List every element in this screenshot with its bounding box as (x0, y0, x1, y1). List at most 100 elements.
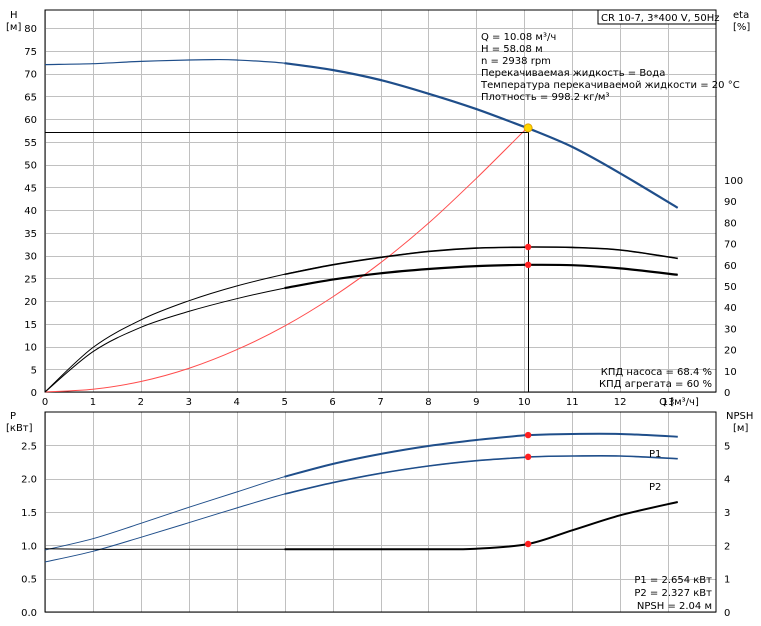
npsh-marker (524, 540, 532, 548)
npsh-tick-label: 0 (724, 608, 730, 619)
power-tick-label: 1.5 (21, 508, 37, 519)
x-tick-label: 5 (281, 397, 287, 408)
x-tick-label: 1 (90, 397, 96, 408)
p2-curve (44, 455, 678, 563)
chart-title-box (597, 9, 717, 25)
power-tick-label: 2.5 (21, 441, 37, 452)
bottom-left-tick-labels: 0.0 0.5 1.0 1.5 2.0 2.5 (21, 441, 37, 619)
x-tick-label: 13 (662, 397, 675, 408)
eta-tick-label: 20 (724, 346, 737, 357)
head-tick-label: 30 (24, 252, 37, 263)
top-right-tick-labels: 0 10 20 30 40 50 60 70 80 90 100 (724, 176, 743, 399)
npsh-value-label: NPSH = 2.04 м (637, 601, 712, 612)
top-left-tick-labels: 0 5 10 15 20 25 30 35 40 45 50 55 60 65 70 75 80 (24, 24, 37, 399)
x-tick-label: 4 (234, 397, 240, 408)
head-tick-label: 25 (24, 274, 37, 285)
npsh-tick-label: 2 (724, 541, 730, 552)
bottom-right-tick-labels: 0 1 2 3 4 5 (724, 441, 730, 619)
annotation-speed: n = 2938 rpm (481, 56, 551, 67)
x-axis-tick-labels: 0 1 2 3 4 5 6 7 8 9 10 11 12 13 (42, 397, 675, 408)
power-tick-label: 0.5 (21, 575, 37, 586)
head-tick-label: 65 (24, 92, 37, 103)
p1-marker (524, 431, 532, 439)
unit-efficiency-label: КПД агрегата = 60 % (599, 379, 712, 390)
pump-efficiency-marker (524, 243, 532, 251)
head-tick-label: 75 (24, 47, 37, 58)
bottom-chart-frame (44, 411, 717, 613)
eta-tick-label: 30 (724, 324, 737, 335)
p2-value-label: P2 = 2.327 кВт (634, 588, 712, 599)
p1-value-label: P1 = 2.654 кВт (634, 575, 712, 586)
pump-efficiency-label: КПД насоса = 68.4 % (601, 367, 712, 378)
power-tick-label: 0.0 (21, 608, 37, 619)
eta-tick-label: 10 (724, 367, 737, 378)
top-y-axis-label: H (10, 10, 18, 21)
x-tick-label: 12 (614, 397, 627, 408)
npsh-curve (44, 501, 678, 550)
annotation-head: H = 58.08 м (481, 44, 543, 55)
head-tick-label: 35 (24, 229, 37, 240)
pump-efficiency-operating-range (284, 246, 678, 276)
eta-tick-label: 70 (724, 240, 737, 251)
system-curve (44, 126, 529, 393)
duty-point-markers (523, 123, 533, 548)
annotation-temperature: Температура перекачиваемой жидкости = 20… (480, 80, 740, 91)
head-operating-range (284, 62, 679, 209)
power-tick-label: 2.0 (21, 475, 37, 486)
p2-marker (524, 453, 532, 461)
chart-title: CR 10-7, 3*400 V, 50Hz (601, 13, 719, 24)
x-tick-label: 11 (566, 397, 579, 408)
head-tick-label: 45 (24, 183, 37, 194)
unit-efficiency-marker (524, 261, 532, 268)
x-tick-label: 7 (377, 397, 383, 408)
power-tick-label: 1.0 (21, 541, 37, 552)
pump-efficiency-curve (44, 246, 678, 393)
top-y-axis-unit: [м] (6, 22, 21, 33)
head-tick-label: 20 (24, 297, 37, 308)
head-tick-label: 70 (24, 70, 37, 81)
head-tick-label: 40 (24, 206, 37, 217)
x-tick-label: 3 (186, 397, 192, 408)
npsh-tick-label: 4 (724, 475, 730, 486)
annotation-density: Плотность = 998.2 кг/м³ (481, 92, 610, 103)
x-tick-label: 6 (329, 397, 335, 408)
head-tick-label: 60 (24, 115, 37, 126)
p2-series-tag: P2 (649, 482, 661, 493)
top-chart-grid (45, 10, 716, 393)
head-tick-label: 0 (31, 388, 37, 399)
unit-efficiency-operating-range (284, 263, 678, 290)
eta-axis-label: eta (733, 10, 749, 21)
eta-tick-label: 0 (724, 388, 730, 399)
p2-operating-range (284, 454, 678, 495)
npsh-operating-range (284, 501, 678, 551)
unit-efficiency-curve (44, 264, 678, 393)
x-tick-label: 9 (473, 397, 479, 408)
top-chart-frame (44, 9, 717, 393)
bottom-y-axis-unit: [кВт] (6, 423, 33, 434)
annotation-liquid: Перекачиваемая жидкость = Вода (481, 68, 665, 79)
npsh-tick-label: 1 (724, 575, 730, 586)
head-tick-label: 55 (24, 138, 37, 149)
eta-axis-unit: [%] (733, 22, 750, 33)
bottom-chart-grid (45, 412, 716, 613)
x-tick-label: 8 (425, 397, 431, 408)
bottom-y-axis-label: P (10, 411, 16, 422)
x-tick-label: 0 (42, 397, 48, 408)
head-tick-label: 10 (24, 343, 37, 354)
eta-tick-label: 100 (724, 176, 743, 187)
eta-tick-label: 80 (724, 218, 737, 229)
npsh-tick-label: 3 (724, 508, 730, 519)
head-tick-label: 80 (24, 24, 37, 35)
x-axis-label: Q [м³/ч] (659, 397, 699, 408)
head-tick-label: 5 (31, 365, 37, 376)
eta-tick-label: 90 (724, 197, 737, 208)
p1-curve (44, 433, 678, 551)
eta-tick-label: 40 (724, 303, 737, 314)
bottom-chart-series (44, 432, 678, 563)
head-tick-label: 15 (24, 320, 37, 331)
x-tick-label: 10 (518, 397, 531, 408)
npsh-axis-label: NPSH (726, 411, 753, 422)
head-tick-label: 50 (24, 161, 37, 172)
npsh-axis-unit: [м] (733, 423, 748, 434)
